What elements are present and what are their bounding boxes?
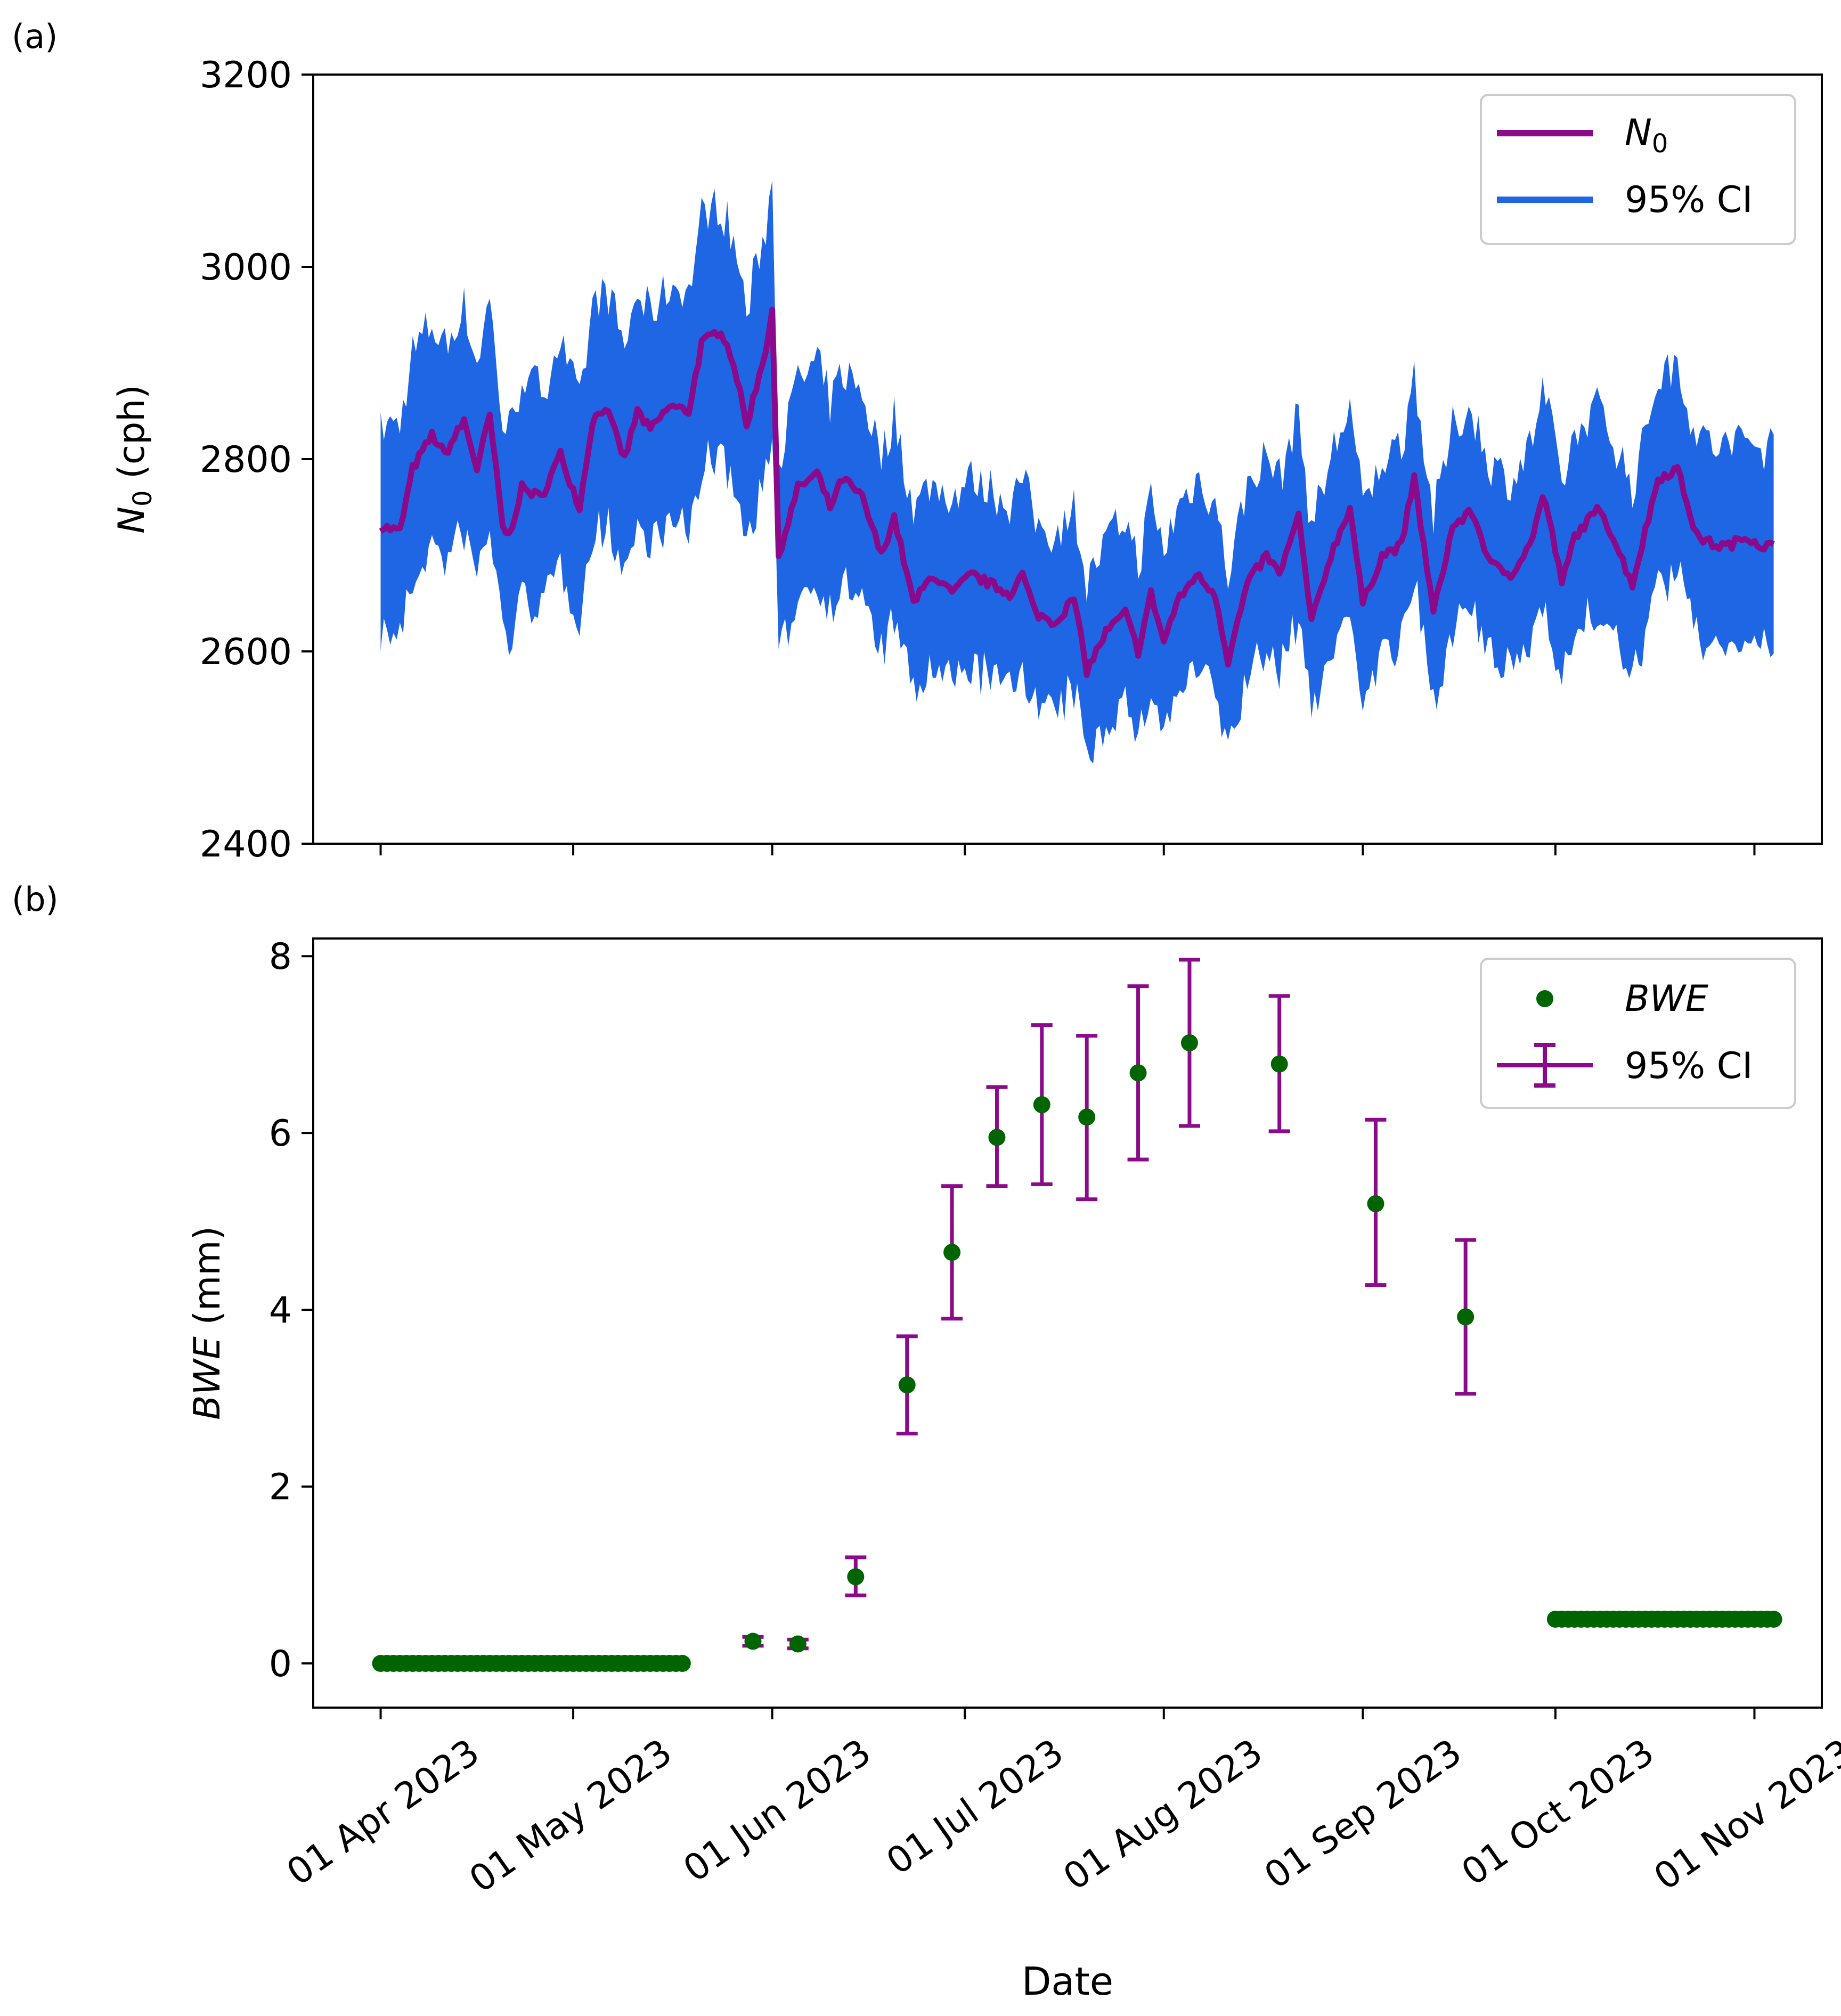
legend-bwe-point-swatch bbox=[1536, 990, 1553, 1007]
ci-band-polygon bbox=[380, 181, 1774, 764]
bwe-point bbox=[1078, 1108, 1096, 1126]
panel-a-y-axis-label: N0 (cph) bbox=[111, 385, 158, 534]
bwe-point bbox=[744, 1633, 762, 1650]
panel-b-y-axis-label: BWE (mm) bbox=[186, 1226, 229, 1420]
bwe-flat-points bbox=[372, 1611, 1782, 1672]
panel-b-legend: BWE 95% CI bbox=[1480, 958, 1796, 1109]
panel-b-y-tick-label: 6 bbox=[269, 1113, 292, 1155]
panel-b-y-axis: 0 2 4 6 8 bbox=[269, 936, 313, 1685]
panel-a-y-tick-label: 2400 bbox=[200, 823, 292, 866]
bwe-point bbox=[1129, 1064, 1147, 1082]
panel-a-y-tick-label: 3200 bbox=[200, 54, 292, 96]
bwe-point bbox=[1033, 1096, 1050, 1114]
legend-errorbar-label: 95% CI bbox=[1625, 1045, 1753, 1087]
panel-b-legend-box bbox=[1480, 958, 1796, 1109]
panel-a-y-tick-label: 2800 bbox=[200, 439, 292, 481]
bwe-point bbox=[847, 1568, 865, 1586]
bwe-point bbox=[1765, 1611, 1782, 1628]
panel-a-y-tick-label: 3000 bbox=[200, 247, 292, 289]
panel-a-y-axis: 2400 2600 2800 3000 3200 bbox=[200, 54, 313, 866]
panel-b-y-tick-label: 0 bbox=[269, 1643, 292, 1685]
legend-n0-label: N0 bbox=[1625, 112, 1668, 159]
panel-a-legend: N0 95% CI bbox=[1480, 94, 1796, 245]
bwe-point bbox=[988, 1129, 1006, 1146]
ci-band-area bbox=[380, 181, 1774, 764]
bwe-point bbox=[943, 1244, 961, 1261]
panel-b-y-tick-label: 8 bbox=[269, 936, 292, 978]
x-axis-title: Date bbox=[1022, 1959, 1113, 2004]
bwe-point bbox=[1367, 1195, 1384, 1212]
panel-b-y-tick-label: 4 bbox=[269, 1289, 292, 1332]
legend-errorbar-swatch bbox=[1497, 1043, 1593, 1088]
panel-a-n0-chart: (a) 2400 2600 2800 3000 3200 N0 (cph) N0 95%… bbox=[12, 17, 1823, 866]
bwe-point bbox=[898, 1376, 916, 1394]
bwe-points bbox=[744, 1034, 1475, 1653]
legend-ci-band-label: 95% CI bbox=[1625, 179, 1753, 221]
bwe-point bbox=[1180, 1034, 1198, 1051]
legend-bwe-label: BWE bbox=[1625, 978, 1708, 1020]
bwe-point bbox=[789, 1635, 807, 1653]
panel-b-label: (b) bbox=[12, 880, 59, 919]
panel-a-label: (a) bbox=[12, 17, 58, 56]
panel-b-y-tick-label: 2 bbox=[269, 1466, 292, 1508]
panel-a-x-axis bbox=[379, 844, 1756, 855]
n0-series-line bbox=[379, 306, 1775, 678]
bwe-point bbox=[1457, 1308, 1475, 1326]
n0-line bbox=[379, 306, 1775, 678]
bwe-point bbox=[1270, 1055, 1288, 1073]
panel-b-plot-frame bbox=[312, 937, 1823, 1709]
panel-a-y-tick-label: 2600 bbox=[200, 631, 292, 673]
bwe-point bbox=[673, 1655, 691, 1672]
